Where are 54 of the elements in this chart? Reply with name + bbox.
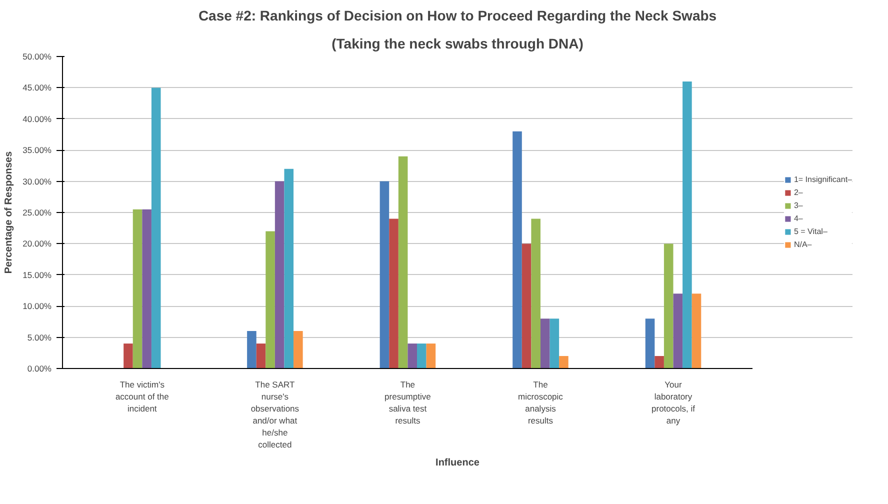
chart-title: Case #2: Rankings of Decision on How to Proceed Regarding the Neck Swabs bbox=[198, 8, 717, 24]
x-tick-label: Your laboratory protocols, if any bbox=[652, 380, 696, 426]
bar bbox=[284, 168, 294, 368]
y-tick-label: 45.00% bbox=[22, 82, 52, 93]
legend-label: 1= Insignificant– bbox=[794, 175, 852, 184]
legend-label: 4– bbox=[794, 214, 804, 223]
bar bbox=[417, 344, 426, 368]
bar bbox=[512, 131, 522, 368]
bar bbox=[132, 209, 142, 368]
bar bbox=[151, 88, 161, 368]
bar bbox=[522, 244, 532, 368]
chart-subtitle: (Taking the neck swabs through DNA) bbox=[332, 36, 584, 52]
bar bbox=[294, 331, 303, 368]
y-axis-title: Percentage of Responses bbox=[4, 150, 15, 274]
bar bbox=[247, 331, 256, 368]
y-tick-label: 5.00% bbox=[27, 332, 52, 342]
y-tick-label: 50.00% bbox=[22, 52, 52, 62]
y-tick-label: 40.00% bbox=[22, 114, 52, 124]
y-tick-label: 30.00% bbox=[22, 176, 52, 186]
bar bbox=[256, 344, 266, 368]
bar bbox=[540, 318, 550, 368]
y-tick-label: 10.00% bbox=[22, 301, 52, 312]
bar bbox=[266, 231, 275, 368]
y-tick-label: 25.00% bbox=[22, 208, 52, 218]
bar bbox=[389, 218, 398, 368]
bar bbox=[550, 318, 560, 368]
legend-label: 5 = Vital– bbox=[794, 227, 828, 236]
y-tick-label: 20.00% bbox=[22, 238, 52, 249]
y-tick-label: 15.00% bbox=[22, 270, 52, 280]
bar bbox=[673, 294, 683, 368]
bar bbox=[124, 344, 133, 368]
bar bbox=[408, 344, 418, 368]
bar bbox=[398, 156, 408, 368]
bar bbox=[274, 181, 284, 368]
bar bbox=[426, 344, 436, 368]
bar bbox=[645, 318, 655, 368]
y-tick-label: 35.00% bbox=[22, 145, 52, 156]
bar bbox=[664, 244, 674, 368]
bar bbox=[692, 294, 702, 368]
legend-label: 2– bbox=[794, 188, 804, 197]
bar bbox=[682, 81, 692, 368]
x-tick-label: The microscopic analysis results bbox=[518, 380, 564, 426]
y-tick-label: 0.00% bbox=[27, 364, 52, 374]
bar bbox=[380, 181, 390, 368]
x-tick-label: The SART nurse's observations and/or what he/she collected bbox=[250, 380, 300, 450]
bar bbox=[559, 356, 568, 368]
legend-label: 3– bbox=[794, 201, 804, 210]
bar bbox=[654, 356, 664, 368]
x-tick-label: The victim's account of the incident bbox=[115, 380, 170, 414]
bar bbox=[142, 209, 152, 368]
x-tick-label: The presumptive saliva test results bbox=[384, 380, 432, 426]
bar bbox=[531, 218, 540, 368]
legend-label: N/A– bbox=[794, 240, 813, 249]
x-axis-title: Influence bbox=[436, 458, 480, 468]
